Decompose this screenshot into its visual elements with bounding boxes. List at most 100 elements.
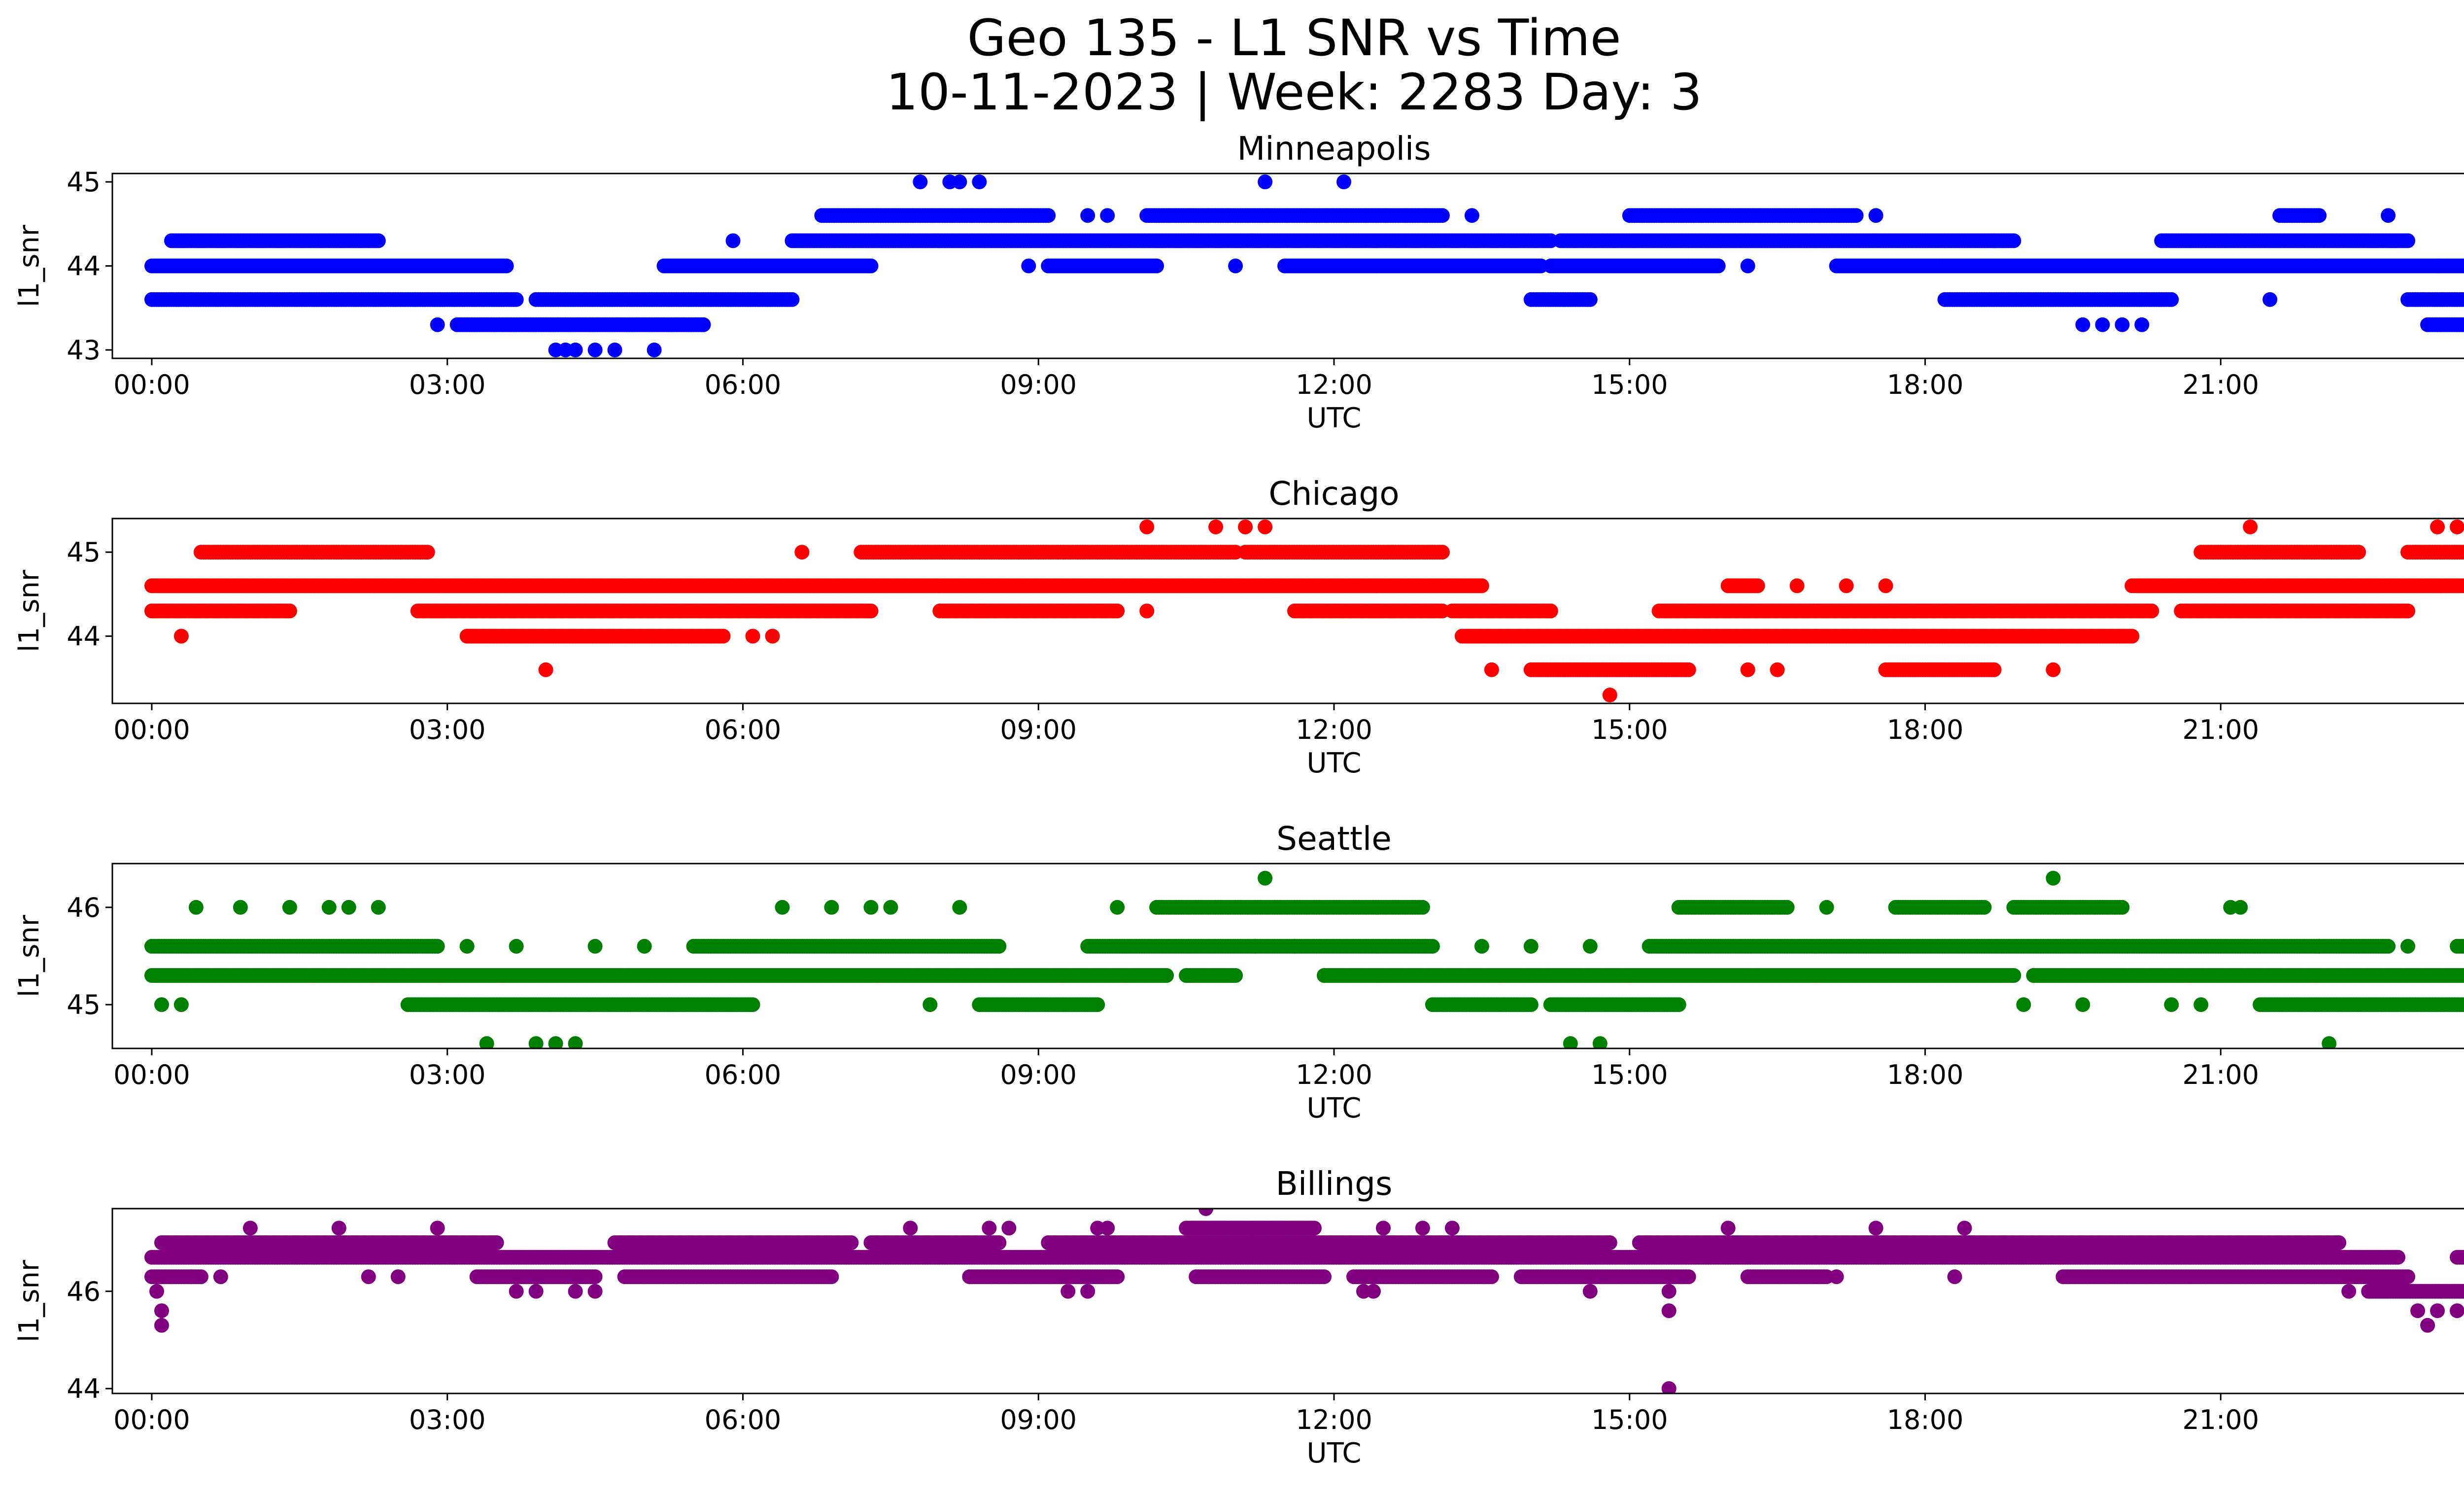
x-axis-label: UTC [1306,747,1361,779]
data-point [2450,520,2464,534]
data-point [2115,317,2130,332]
x-tick-label: 15:00 [1591,714,1668,745]
scatter-series [144,174,2464,357]
data-point [1711,258,1726,274]
x-tick-label: 15:00 [1591,369,1668,400]
data-point [2095,317,2110,332]
data-point [1435,545,1450,560]
data-point [1336,174,1351,189]
data-point [2462,261,2464,271]
data-point [1041,208,1056,223]
data-point [2381,208,2396,223]
y-axis-label: l1_snr [13,224,45,307]
data-point [2462,547,2464,557]
data-point [1543,603,1558,619]
data-point [2400,603,2416,619]
data-point [2312,208,2327,223]
x-tick-label: 21:00 [2182,714,2259,745]
data-point [716,628,731,644]
data-point [509,292,524,307]
y-tick-label: 45 [67,537,101,568]
x-tick-label: 18:00 [1887,714,1964,745]
data-point [2243,520,2258,534]
data-point [1100,208,1115,223]
data-point [765,628,780,644]
data-point [371,233,386,248]
scatter-series [144,520,2464,702]
figure-title-line-2: 10-11-2023 | Week: 2283 Day: 3 [886,63,1702,122]
data-point [1839,578,1854,593]
data-point [587,343,603,357]
data-point [1208,520,1224,534]
data-point [1238,520,1253,534]
x-axis-label: UTC [1306,402,1361,434]
data-point [1464,208,1479,223]
data-point [1868,208,1883,223]
figure-title-line-1: Geo 135 - L1 SNR vs Time [967,9,1621,68]
data-point [647,343,662,357]
x-tick-label: 00:00 [113,369,190,400]
data-point [2124,628,2140,644]
data-point [2351,545,2366,560]
data-point [863,603,879,619]
data-point [1474,578,1489,593]
data-point [2046,662,2061,677]
panel-title: Seattle [1276,820,1392,858]
data-point [863,258,879,274]
x-tick-label: 18:00 [1887,369,1964,400]
data-point [1582,292,1598,307]
data-point [1681,662,1696,677]
data-point [1080,208,1095,223]
data-point [1258,520,1273,534]
data-point [952,174,967,189]
data-point [2462,294,2464,305]
y-tick-label: 43 [67,335,101,366]
y-tick-label: 45 [67,167,101,198]
data-point [1789,578,1805,593]
data-point [972,174,987,189]
data-point [696,317,711,332]
data-point [2006,233,2021,248]
data-point [1878,578,1893,593]
data-point [1021,258,1036,274]
data-point [1435,208,1450,223]
data-point [2430,258,2445,274]
panel-minneapolis: Minneapolis 00:00 03:00 06:00 09:00 12:00 15:0… [13,130,2464,434]
data-point [2462,319,2464,330]
data-point [725,233,741,248]
panel-title: Chicago [1268,475,1399,513]
data-point [568,343,583,357]
x-tick-label: 09:00 [1000,369,1077,400]
data-point [2262,292,2278,307]
data-point [785,292,800,307]
data-point [1139,520,1155,534]
x-tick-label: 12:00 [1296,369,1372,400]
data-point [913,174,928,189]
data-point [607,343,622,357]
data-point [430,317,445,332]
data-point [1986,233,2002,248]
data-point [420,545,435,560]
data-point [1740,662,1755,677]
data-point [2144,603,2159,619]
data-point [1139,603,1155,619]
data-point [1848,208,1864,223]
panel-title: Minneapolis [1237,130,1431,168]
x-tick-label: 00:00 [113,714,190,745]
data-point [972,603,987,619]
x-tick-label: 09:00 [1000,714,1077,745]
x-tick-label: 03:00 [409,369,486,400]
x-tick-label: 03:00 [409,714,486,745]
x-tick-label: 06:00 [705,369,782,400]
data-point [499,258,514,274]
data-point [1258,174,1273,189]
data-point [1149,258,1164,274]
data-point [1986,662,2002,677]
data-point [1602,688,1617,702]
data-point [745,628,760,644]
data-point [2430,520,2445,534]
data-point [2164,292,2179,307]
